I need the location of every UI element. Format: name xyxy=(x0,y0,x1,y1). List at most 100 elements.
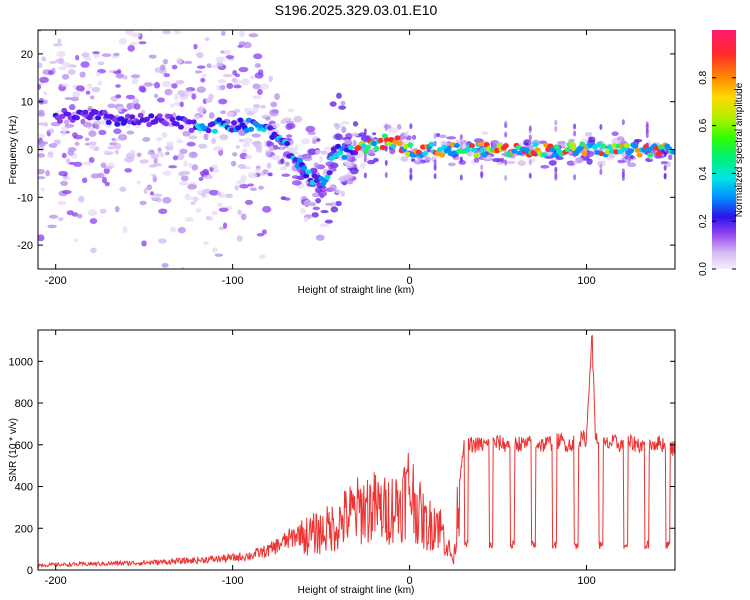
spectrogram-cell xyxy=(216,202,223,208)
spectrogram-cell xyxy=(400,156,409,162)
spectrogram-cell xyxy=(153,81,161,89)
spectrogram-cell xyxy=(47,224,57,229)
spectrogram-cell xyxy=(82,161,93,166)
spectrogram-cell xyxy=(153,157,158,165)
spectrogram-cell xyxy=(409,123,413,130)
spectrogram-cell xyxy=(329,184,337,192)
spectrogram-cell xyxy=(320,209,329,214)
spectrogram-cell xyxy=(56,50,66,58)
spectrogram-cell xyxy=(117,134,128,141)
spectrogram-cell xyxy=(262,205,272,213)
spectrogram-cell xyxy=(549,147,556,153)
spectrogram-cell xyxy=(270,101,278,108)
spectrogram-cell xyxy=(621,138,625,145)
spectrogram-cell xyxy=(190,201,196,206)
spectrogram-cell xyxy=(621,175,625,182)
spectrogram-cell xyxy=(211,128,218,134)
spectrogram-cell xyxy=(180,170,191,176)
spectrogram-cell xyxy=(171,83,178,89)
spectrogram-cell xyxy=(302,155,313,162)
spectrogram-cell xyxy=(44,122,49,127)
spectrogram-cell xyxy=(47,154,54,158)
spectrogram-cell xyxy=(39,141,49,145)
spectrogram-cell xyxy=(384,123,388,130)
spectrogram-cell xyxy=(264,116,271,121)
spectrogram-cell xyxy=(254,168,262,173)
spectrogram-cell xyxy=(38,176,46,180)
spectrogram-cell xyxy=(88,12,96,16)
spectrogram-cell xyxy=(160,64,166,71)
spectrogram-cell xyxy=(112,52,120,57)
spectrogram-cell xyxy=(286,147,295,152)
spectrogram-cell xyxy=(161,80,172,88)
spectrogram-cell xyxy=(197,143,208,149)
spectrogram-cell xyxy=(573,174,577,181)
spectrogram-cell xyxy=(191,164,199,171)
spectrogram-cell xyxy=(337,150,344,156)
spectrogram-cell xyxy=(273,145,279,150)
spectrogram-y-label: Frequency (Hz) xyxy=(8,116,19,185)
spectrogram-cell xyxy=(439,152,446,158)
spectrogram-cell xyxy=(162,196,172,204)
spectrogram-cell xyxy=(73,238,79,243)
spectrogram-cell xyxy=(219,84,226,91)
spectrogram-cell xyxy=(89,218,98,224)
spectrogram-cell xyxy=(410,158,416,162)
spectrogram-cell xyxy=(112,18,122,22)
spectrogram-cell xyxy=(125,30,134,35)
spectrogram-cell xyxy=(279,166,287,171)
spectrogram-cell xyxy=(492,157,502,163)
spectrogram-cell xyxy=(130,74,141,79)
spectrogram-cell xyxy=(151,174,157,178)
spectrogram-cell xyxy=(51,26,60,29)
spectrogram-cell xyxy=(554,119,558,126)
spectrogram-cell xyxy=(89,145,97,150)
spectrogram-cell xyxy=(152,163,163,167)
spectrogram-cell xyxy=(231,120,238,126)
spectrogram-cell xyxy=(175,57,183,64)
spectrogram-cell xyxy=(146,184,153,191)
spectrogram-cell xyxy=(237,117,244,123)
spectrogram-cell xyxy=(195,16,203,21)
spectrogram-cell xyxy=(282,117,292,121)
spectrogram-cell xyxy=(147,151,153,155)
spectrogram-cell xyxy=(184,89,193,96)
spectrogram-cell xyxy=(209,121,216,127)
spectrogram-cell xyxy=(284,140,291,147)
spectrogram-cell xyxy=(459,134,463,141)
spectrogram-cell xyxy=(500,157,505,164)
spectrogram-cell xyxy=(179,101,184,108)
spectrogram-cell xyxy=(113,142,122,150)
spectrogram-cell xyxy=(139,200,147,206)
spectrogram-cell xyxy=(186,119,193,125)
spectrogram-cell xyxy=(217,191,222,196)
spectrogram-cell xyxy=(439,134,447,139)
spectrogram-cell xyxy=(340,100,346,106)
spectrogram-cell xyxy=(553,144,560,150)
spectrogram-cell xyxy=(161,131,168,138)
spectrogram-cell xyxy=(483,142,490,148)
snr-y-label: SNR (10 * v/v) xyxy=(8,418,19,482)
spectrogram-cell xyxy=(175,79,185,85)
spectrogram-cell xyxy=(42,14,51,20)
spectrogram-cell xyxy=(313,162,320,168)
spectrogram-cell xyxy=(57,217,64,222)
spectrogram-cell xyxy=(82,121,93,128)
spectrogram-cell xyxy=(253,53,263,60)
spectrogram-cell xyxy=(233,84,242,89)
spectrogram-cell xyxy=(234,108,241,113)
spectrogram-cell xyxy=(173,30,181,35)
spectrogram-cell xyxy=(158,208,168,215)
spectrogram-cell xyxy=(284,120,294,124)
spectrogram-cell xyxy=(220,110,227,115)
spectrogram-cell xyxy=(224,193,234,199)
spectrogram-cell xyxy=(575,157,584,164)
spectrogram-cell xyxy=(104,181,110,187)
spectrogram-cell xyxy=(188,135,198,140)
colorbar-tick-label: 0.4 xyxy=(698,166,709,180)
colorbar-gradient xyxy=(712,30,736,269)
spectrogram-cell xyxy=(568,138,575,143)
spectrogram-cell xyxy=(93,0,100,7)
spectrogram-cell xyxy=(349,167,359,175)
